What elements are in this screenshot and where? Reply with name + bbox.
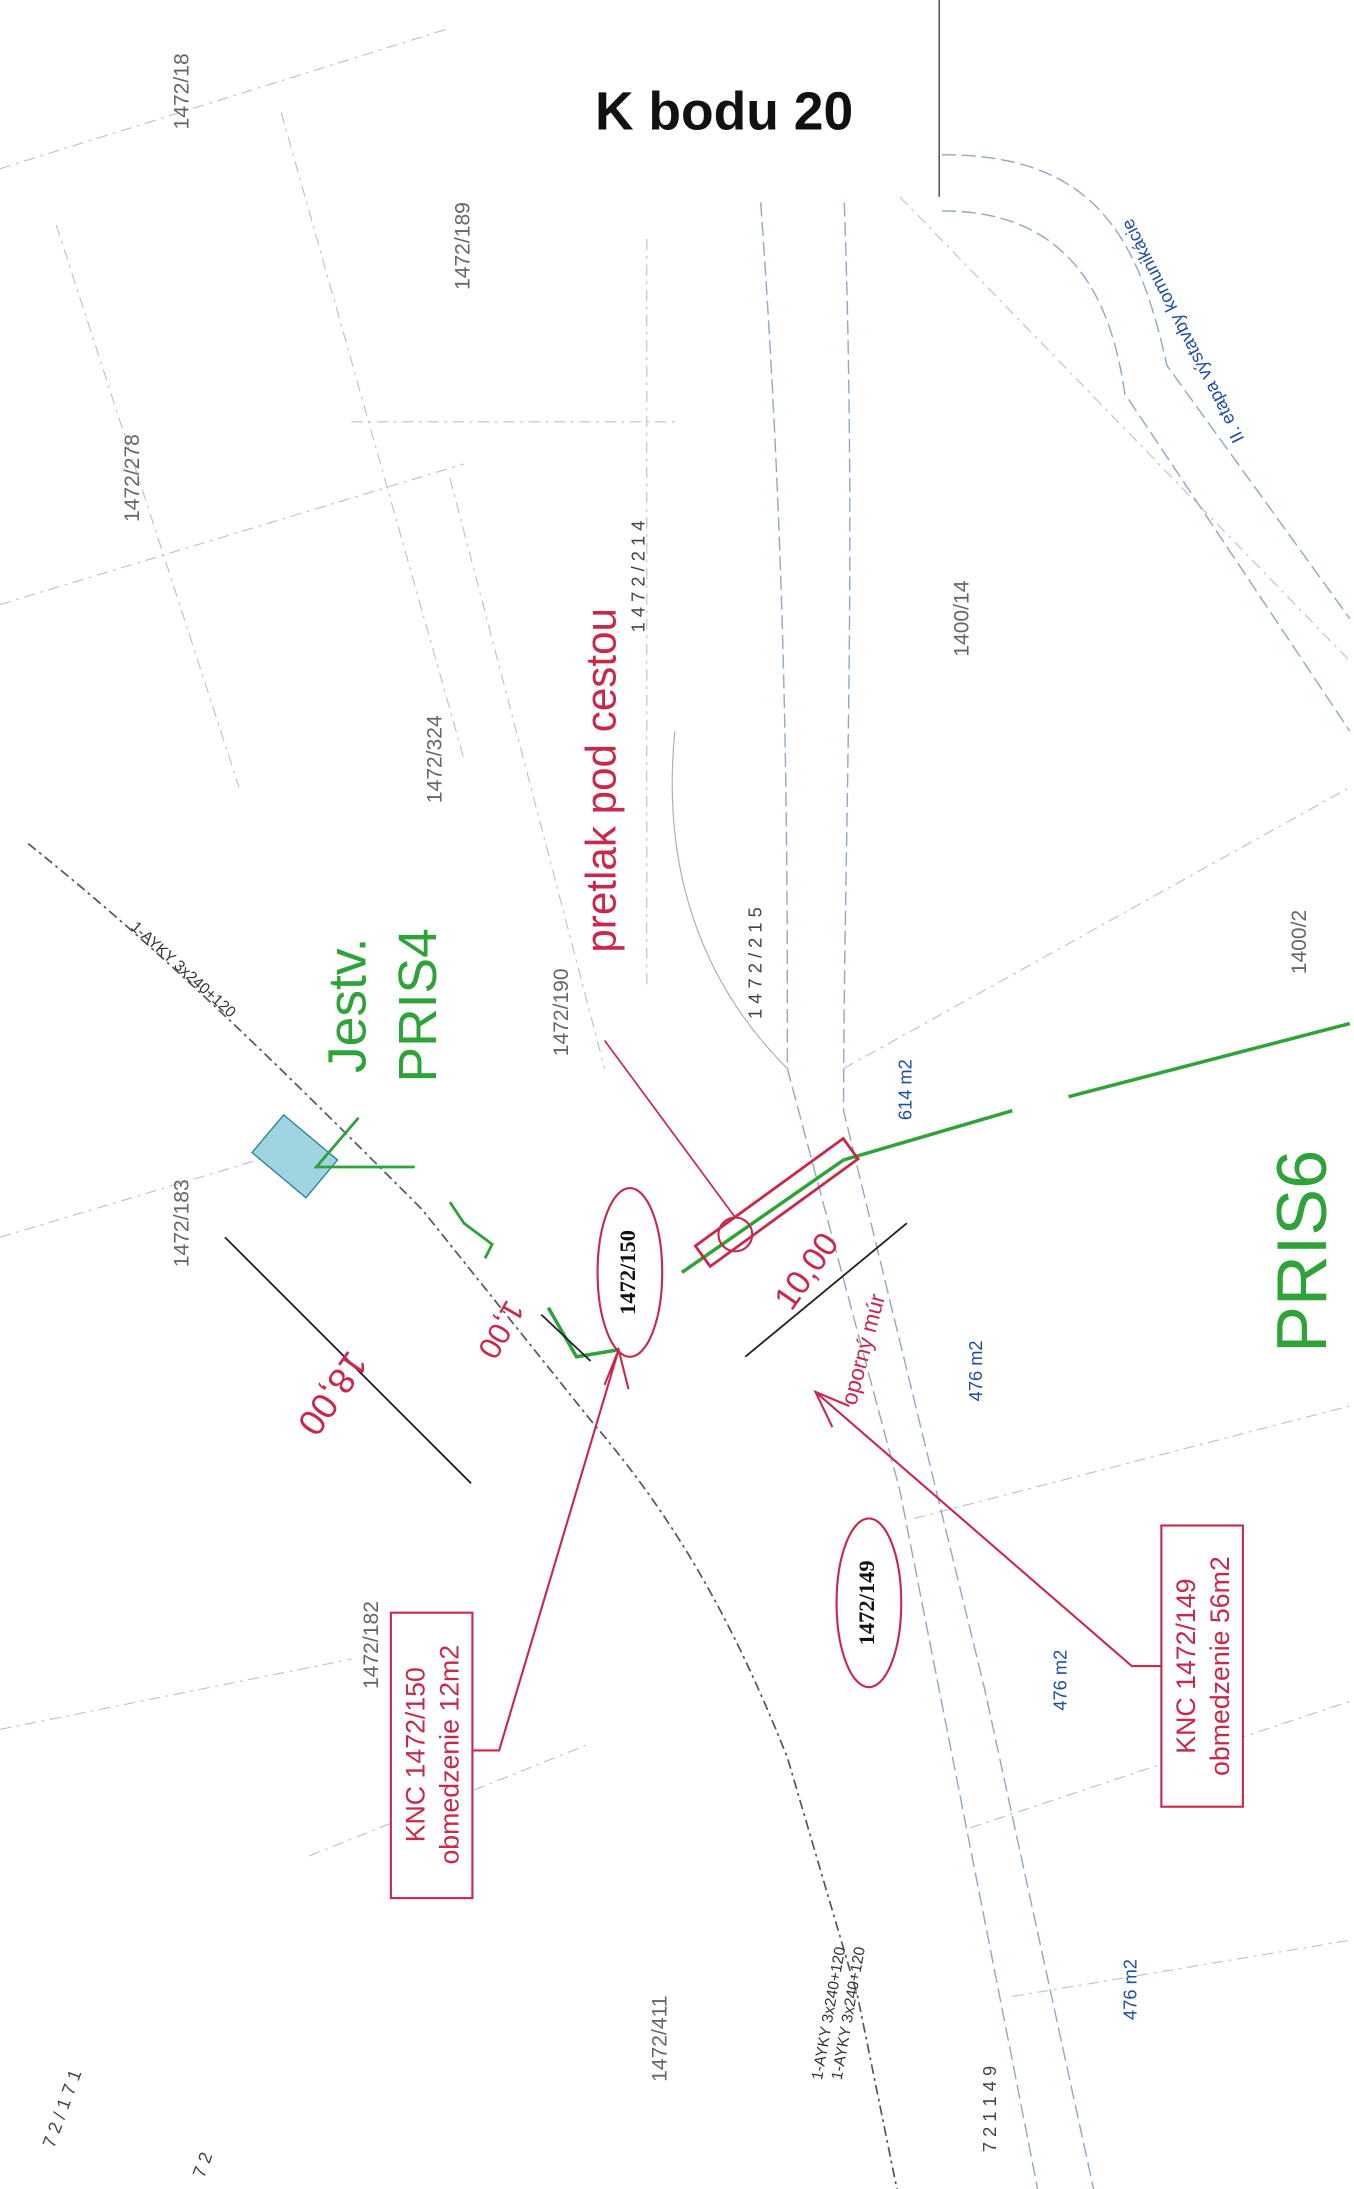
area-label: 476 m2	[1120, 1959, 1141, 2020]
parcel-label: 1400/14	[951, 580, 974, 656]
existing-label: Jestv.	[319, 938, 378, 1074]
note-title: KNC 1472/150	[401, 1667, 431, 1842]
parcel-label: 1472/183	[170, 1179, 193, 1267]
area-label: 476 m2	[965, 1340, 986, 1401]
area-label: 614 m2	[895, 1059, 916, 1120]
note-text: obmedzenie 56m2	[1205, 1556, 1235, 1776]
parcel-label: 1472/278	[121, 434, 144, 522]
body: K bodu 20 1472/18 1472/189 1472/278 1472…	[0, 0, 1354, 2189]
map: K bodu 20 1472/18 1472/189 1472/278 1472…	[0, 0, 1354, 2189]
pris6-label: PRIS6	[1262, 1150, 1341, 1353]
parcel-label: 1472/189	[452, 202, 475, 290]
parcel-label: 1472/182	[360, 1601, 383, 1689]
point-number: 1 4 7 2 / 2 1 5	[744, 907, 765, 1019]
background	[0, 0, 1354, 2189]
header-title: K bodu 20	[595, 82, 853, 141]
parcel-label: 1472/190	[550, 968, 573, 1056]
page: K bodu 20 {"header": {"title": "K bodu 2…	[0, 0, 1354, 2189]
pris4-label: PRIS4	[389, 928, 448, 1082]
note-text: obmedzenie 12m2	[434, 1645, 464, 1865]
parcel-label: 1472/324	[423, 715, 446, 803]
point-number: 1 4 7 2 / 2 1 4	[628, 521, 649, 633]
parcel-label: 1472/411	[648, 1996, 671, 2082]
note-title: KNC 1472/149	[1171, 1579, 1201, 1754]
point-number: 7 2 1 1 4 9	[979, 2066, 1000, 2152]
highlighted-parcel: 1472/149	[854, 1560, 879, 1645]
highlighted-parcel: 1472/150	[615, 1230, 640, 1315]
parcel-label: 1400/2	[1288, 910, 1311, 974]
parcel-label: 1472/18	[170, 53, 193, 129]
crossing-label: pretlak pod cestou	[578, 608, 625, 953]
area-label: 476 m2	[1049, 1650, 1070, 1711]
